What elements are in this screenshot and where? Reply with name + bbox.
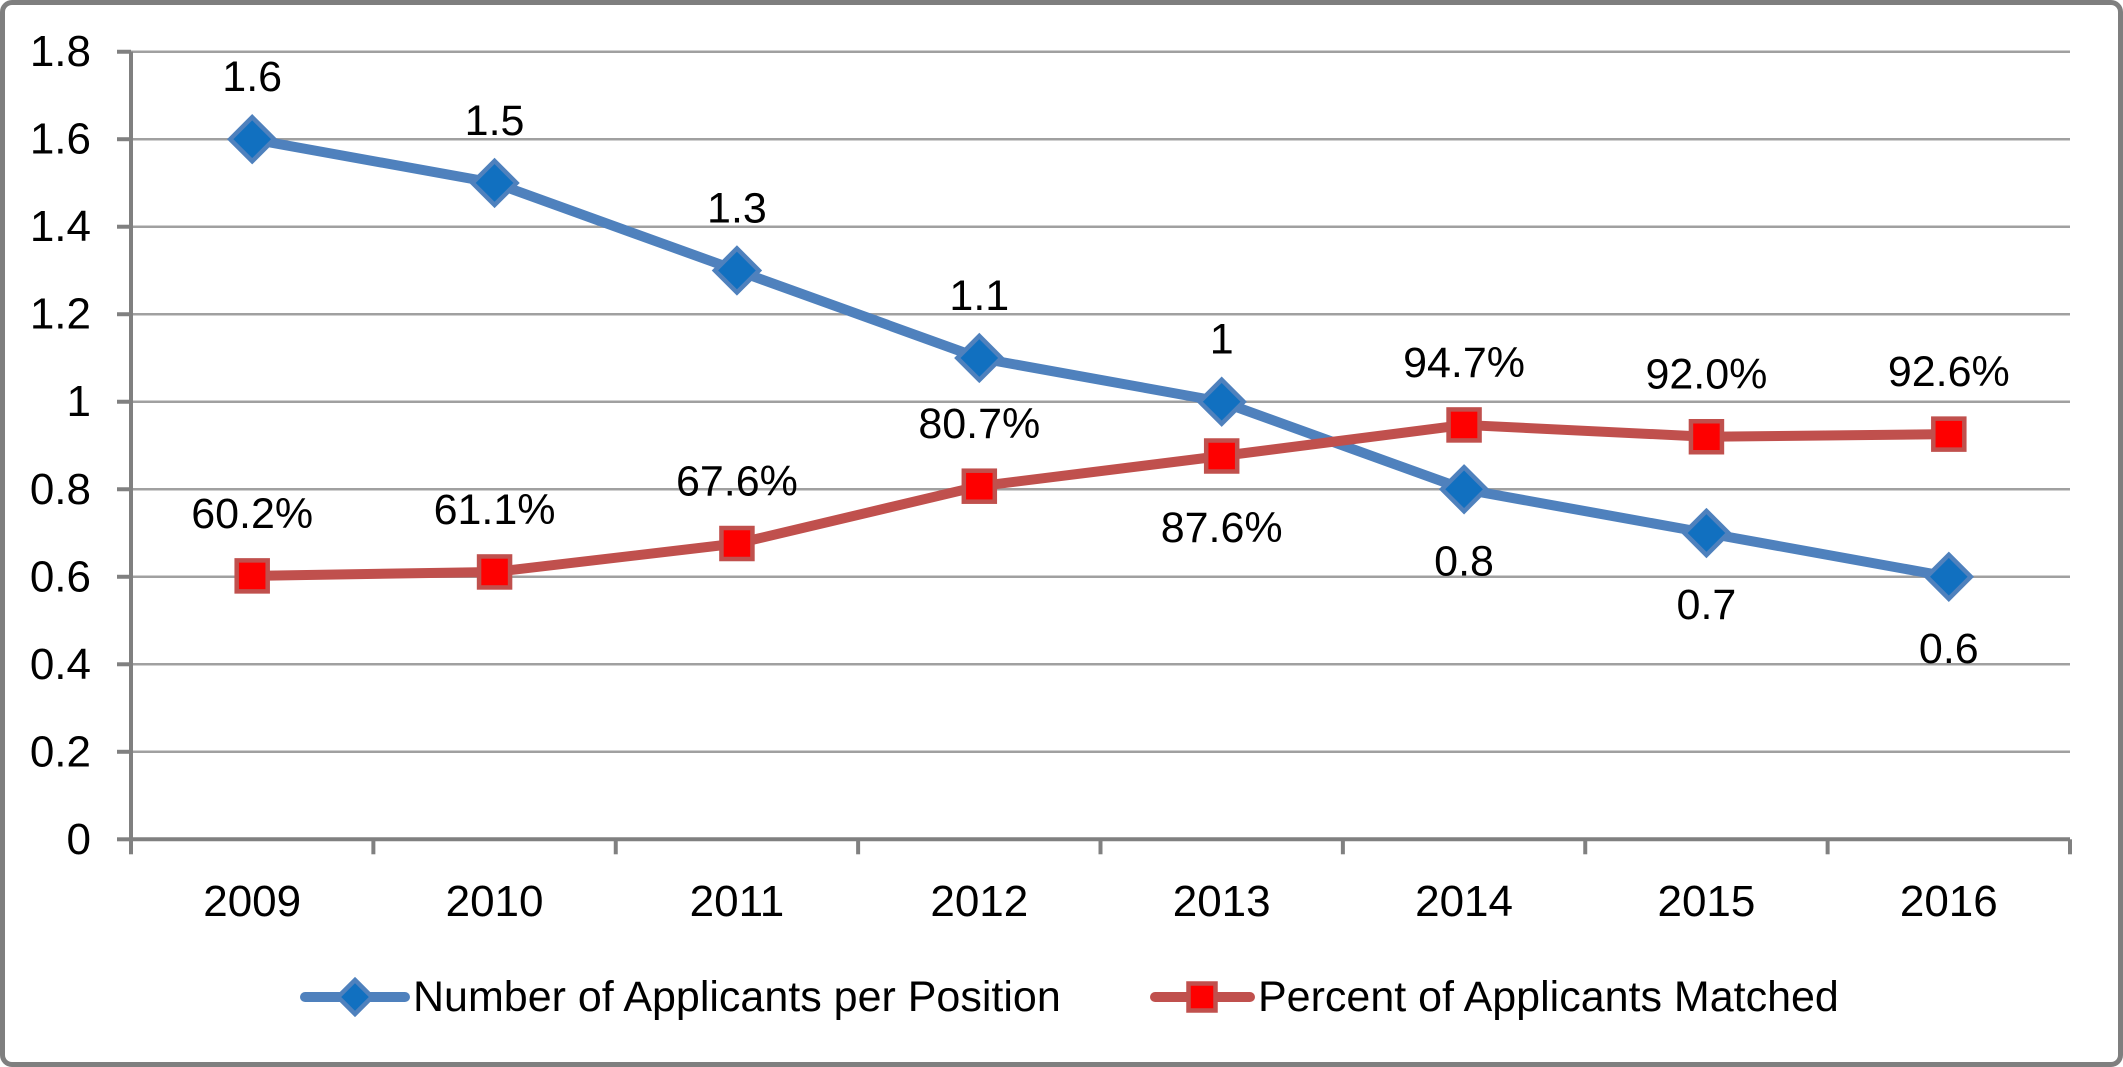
data-label: 0.7: [1677, 581, 1737, 629]
y-axis-tick-label: 1.2: [30, 290, 91, 339]
x-axis-label: 2010: [446, 877, 544, 926]
marker-square: [1203, 438, 1240, 474]
y-axis-tick-label: 1.8: [30, 27, 91, 76]
marker-diamond: [469, 157, 520, 209]
data-label: 1: [1210, 316, 1234, 364]
y-axis-tick-label: 0.8: [30, 465, 91, 514]
marker-diamond: [1923, 551, 1974, 602]
data-label: 67.6%: [676, 458, 798, 506]
y-axis-tick-label: 1.6: [30, 115, 91, 164]
chart: 0 0.2 0.4 0.6 0.8 1 1.2 1.4 1.6 1.8 2009 2010 2011 20…: [30, 27, 2072, 1021]
data-label: 94.7%: [1403, 339, 1525, 387]
marker-square: [234, 558, 270, 594]
series-line-applicants: [247, 134, 1954, 582]
y-axis-tick-label: 0.2: [30, 727, 91, 776]
data-label: 87.6%: [1161, 504, 1283, 552]
data-label: 1.1: [949, 272, 1009, 320]
marker-diamond: [1196, 376, 1247, 427]
data-label: 1.5: [465, 97, 525, 145]
x-axis-label: 2011: [690, 877, 785, 926]
marker-diamond: [711, 245, 763, 296]
marker-diamond: [954, 332, 1005, 384]
marker-square: [476, 554, 513, 590]
marker-square: [719, 525, 755, 562]
marker-square: [1446, 407, 1482, 443]
marker-square: [1931, 416, 1967, 452]
data-label: 60.2%: [191, 490, 313, 538]
data-label: 0.8: [1434, 537, 1494, 585]
x-axis-label: 2016: [1900, 877, 1998, 926]
data-label: 92.6%: [1888, 348, 2010, 396]
data-label: 1.6: [222, 53, 282, 101]
chart-host: 0 0.2 0.4 0.6 0.8 1 1.2 1.4 1.6 1.8 2009 2010 2011 20…: [5, 5, 2118, 1062]
x-axis-label: 2013: [1173, 877, 1271, 926]
y-axis-tick-label: 0: [67, 815, 91, 864]
y-axis-tick-label: 1: [67, 377, 91, 426]
x-axis-label: 2012: [930, 877, 1028, 926]
data-label: 92.0%: [1645, 351, 1767, 399]
data-label: 80.7%: [918, 400, 1040, 448]
marker-square: [961, 468, 998, 504]
x-axis-label: 2015: [1657, 877, 1755, 926]
data-label: 61.1%: [434, 486, 556, 534]
y-axis-tick-label: 0.6: [30, 552, 91, 601]
data-label: 0.6: [1919, 625, 1979, 673]
marker-diamond: [1438, 464, 1490, 515]
x-axis-label: 2009: [203, 877, 301, 926]
legend-marker-diamond: [334, 976, 376, 1018]
x-axis-label: 2014: [1415, 877, 1513, 926]
marker-diamond: [227, 114, 278, 165]
legend-marker-square: [1186, 981, 1218, 1013]
data-label: 1.3: [707, 184, 767, 232]
y-axis-tick-label: 1.4: [30, 202, 91, 251]
y-axis-tick-label: 0.4: [30, 640, 91, 689]
series-line-matched: [247, 419, 1954, 581]
legend-label-applicants: Number of Applicants per Position: [413, 973, 1061, 1021]
marker-diamond: [1681, 507, 1732, 559]
marker-square: [1688, 418, 1725, 455]
legend-label-matched: Percent of Applicants Matched: [1258, 973, 1839, 1021]
